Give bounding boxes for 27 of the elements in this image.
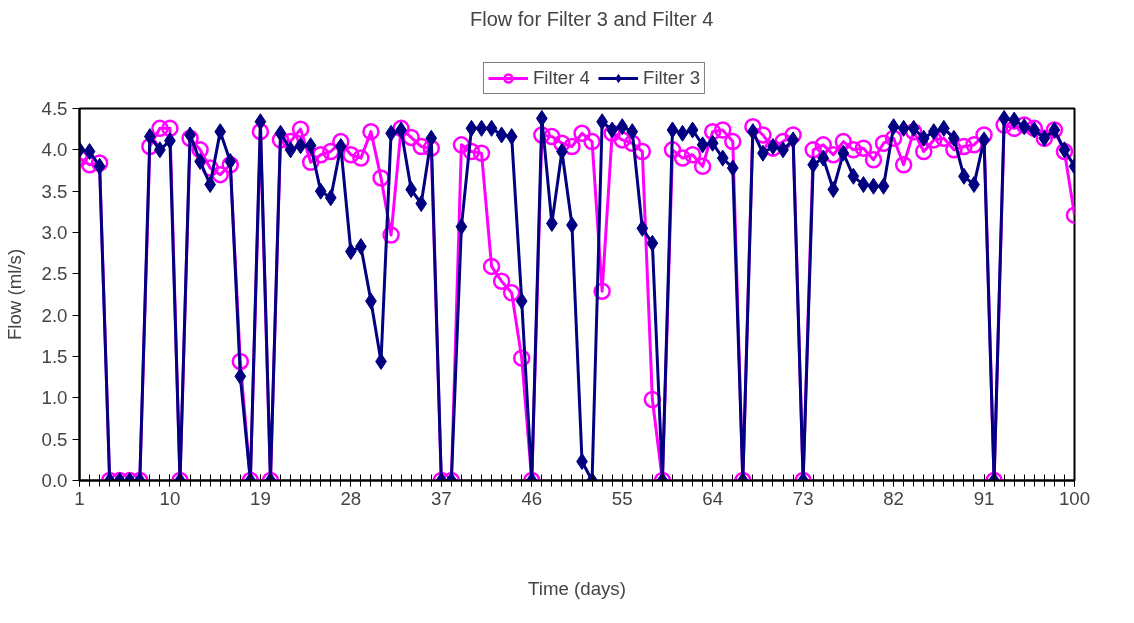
- y-tick-label: 3.0: [41, 222, 68, 243]
- chart-title: Flow for Filter 3 and Filter 4: [470, 7, 714, 30]
- y-axis-title: Flow (ml/s): [3, 248, 25, 341]
- y-tick-label: 4.5: [41, 98, 68, 119]
- legend-label: Filter 4: [532, 67, 590, 89]
- y-tick-label: 1.0: [41, 387, 68, 409]
- x-tick-label: 19: [250, 487, 271, 509]
- y-tick-label: 2.0: [41, 304, 68, 326]
- x-tick-label: 1: [74, 487, 85, 509]
- y-tick-label: 0.5: [41, 428, 68, 450]
- x-tick-label: 91: [973, 487, 995, 509]
- x-tick-label: 10: [159, 487, 181, 509]
- legend-label: Filter 3: [643, 67, 701, 89]
- x-tick-label: 73: [792, 487, 814, 509]
- x-tick-label: 28: [340, 487, 362, 509]
- y-tick-label: 0.0: [41, 470, 68, 491]
- x-tick-label: 82: [883, 487, 904, 509]
- y-tick-label: 1.5: [41, 346, 68, 367]
- y-tick-label: 4.0: [41, 139, 68, 161]
- x-tick-label: 100: [1058, 487, 1091, 509]
- x-tick-label: 55: [611, 487, 633, 509]
- x-tick-label: 37: [430, 487, 452, 509]
- x-tick-label: 64: [702, 487, 724, 509]
- x-axis-title: Time (days): [528, 577, 626, 599]
- y-tick-label: 2.5: [41, 263, 68, 285]
- x-tick-label: 46: [521, 487, 543, 509]
- y-tick-label: 3.5: [41, 180, 68, 202]
